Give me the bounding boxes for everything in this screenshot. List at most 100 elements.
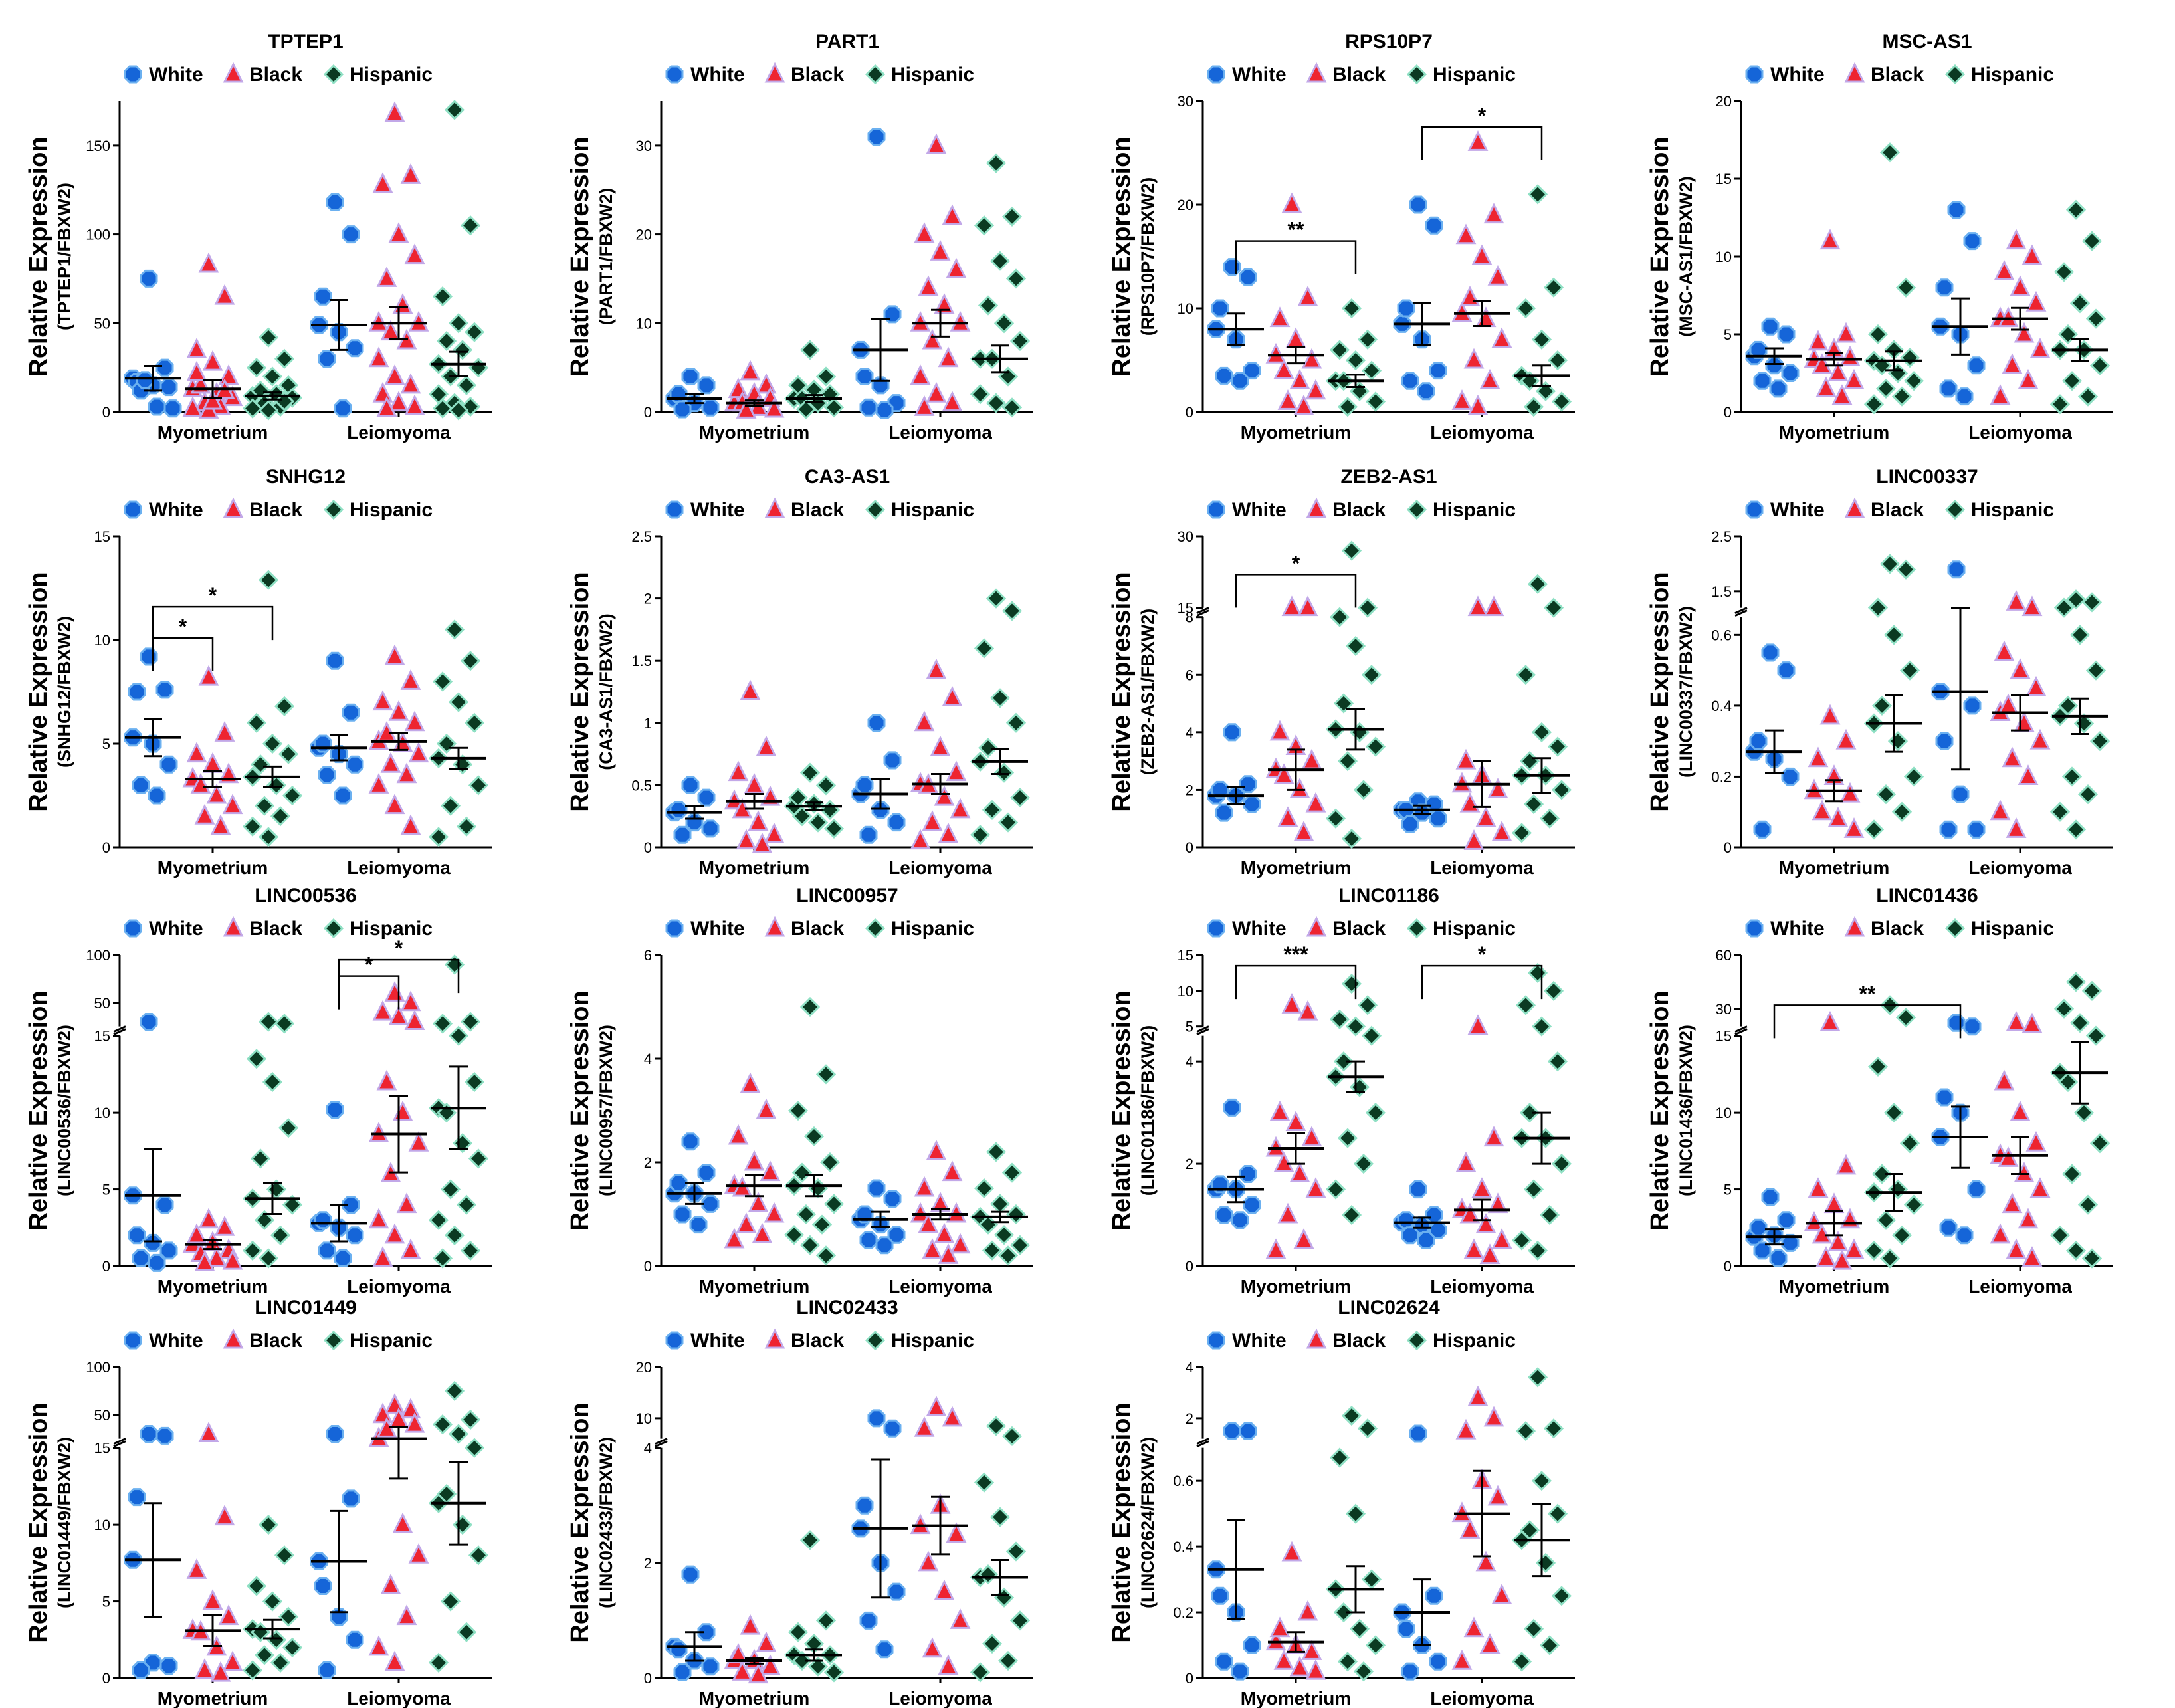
data-point [456, 1622, 477, 1642]
data-point [400, 373, 421, 394]
significance-label: * [1292, 551, 1300, 575]
data-point [926, 133, 947, 154]
data-point [444, 1225, 465, 1245]
data-point [436, 733, 457, 754]
data-point [1891, 1225, 1913, 1245]
data-point [1511, 823, 1532, 843]
panel-title: LINC00957 [796, 885, 898, 907]
data-point [883, 1419, 902, 1438]
series-hispanic [1863, 142, 2111, 415]
series-black [1804, 590, 2051, 838]
y-axis-label: Relative Expression [1646, 136, 1674, 376]
y-axis-label: Relative Expression [566, 1402, 594, 1642]
panel-ca3-as1: CA3-AS1 White Black Hispanic Relative Expres… [566, 466, 1033, 878]
data-point [673, 1205, 692, 1224]
data-point [1515, 665, 1536, 685]
legend-label-hispanic: Hispanic [350, 918, 433, 940]
data-point [384, 1223, 405, 1244]
data-point [392, 293, 413, 314]
series-white [1745, 560, 1988, 839]
data-point [985, 153, 1007, 173]
data-point [950, 1233, 971, 1254]
data-point [274, 348, 295, 369]
data-point [1425, 1586, 1443, 1605]
y-tick-label: 100 [86, 1359, 110, 1376]
data-point [1455, 748, 1477, 770]
data-point [922, 810, 943, 831]
data-point [1769, 379, 1788, 398]
data-point [2077, 386, 2099, 407]
data-point [186, 742, 207, 763]
data-point [922, 328, 943, 350]
data-point [1511, 1230, 1532, 1251]
significance-bracket: ** [1235, 218, 1357, 274]
series-white [1745, 1014, 1988, 1267]
series-hispanic [242, 1380, 489, 1681]
data-point [404, 394, 425, 415]
y-tick-label: 15 [94, 528, 110, 545]
series-white [124, 1425, 367, 1679]
data-point [1967, 820, 1986, 839]
legend-marker-black [764, 1328, 785, 1349]
series-black [1804, 229, 2051, 405]
data-point [2049, 394, 2071, 415]
data-point [342, 703, 360, 722]
data-point [1491, 1228, 1512, 1249]
data-point [1417, 382, 1435, 401]
data-point [982, 1240, 1003, 1261]
data-point [128, 683, 146, 701]
data-point [756, 373, 777, 394]
data-point [258, 327, 279, 348]
data-point [448, 1025, 469, 1046]
data-point [760, 1654, 781, 1675]
data-point [2021, 1012, 2043, 1033]
data-point [1293, 1228, 1314, 1249]
legend-label-white: White [149, 64, 203, 86]
y-axis-title: Relative Expression (LINC01186/FBXW2) [1108, 990, 1158, 1230]
data-point [1887, 363, 1909, 383]
y-tick-label: 0 [102, 1670, 110, 1687]
y-axis-sublabel: (ZEB2-AS1/FBXW2) [1138, 609, 1158, 776]
significance-bracket: * [152, 615, 214, 671]
data-point [2057, 324, 2079, 345]
data-point [1535, 1552, 1556, 1573]
data-point [274, 1014, 295, 1034]
data-point [938, 346, 959, 368]
data-point [942, 686, 963, 706]
data-point [697, 376, 716, 395]
data-point [756, 1098, 777, 1119]
data-point [875, 401, 894, 419]
data-point [978, 1564, 999, 1585]
data-point [926, 381, 947, 403]
data-point [681, 368, 700, 385]
data-point [392, 1100, 413, 1121]
legend: White Black Hispanic [1207, 62, 1516, 86]
data-point [2061, 1164, 2083, 1184]
legend-label-black: Black [249, 64, 302, 86]
significance-bracket: * [1421, 104, 1543, 160]
y-tick-label: 10 [1716, 249, 1732, 265]
data-point [974, 1472, 995, 1493]
data-point [440, 1591, 461, 1612]
data-point [993, 313, 1015, 334]
data-point [1951, 785, 1970, 803]
y-tick-label: 0 [1186, 1258, 1193, 1275]
data-point [400, 163, 421, 184]
bracket-line [1421, 126, 1543, 160]
data-point [1777, 661, 1796, 680]
data-point [1211, 780, 1229, 799]
legend: White Black Hispanic [665, 497, 974, 521]
data-point [1009, 330, 1031, 352]
data-point [258, 1248, 279, 1269]
data-point [744, 773, 765, 794]
legend-marker-white [1207, 500, 1225, 519]
y-tick-label: 100 [86, 227, 110, 243]
y-axis-sublabel: (CA3-AS1/FBXW2) [596, 613, 616, 770]
x-category-label: Myometrium [1779, 422, 1889, 443]
data-point [1305, 792, 1326, 813]
y-axis-title: Relative Expression (ZEB2-AS1/FBXW2) [1108, 572, 1158, 811]
data-point [318, 350, 336, 368]
axis-break-mark [113, 1438, 126, 1445]
data-point [392, 1512, 413, 1533]
data-point [1455, 223, 1477, 245]
